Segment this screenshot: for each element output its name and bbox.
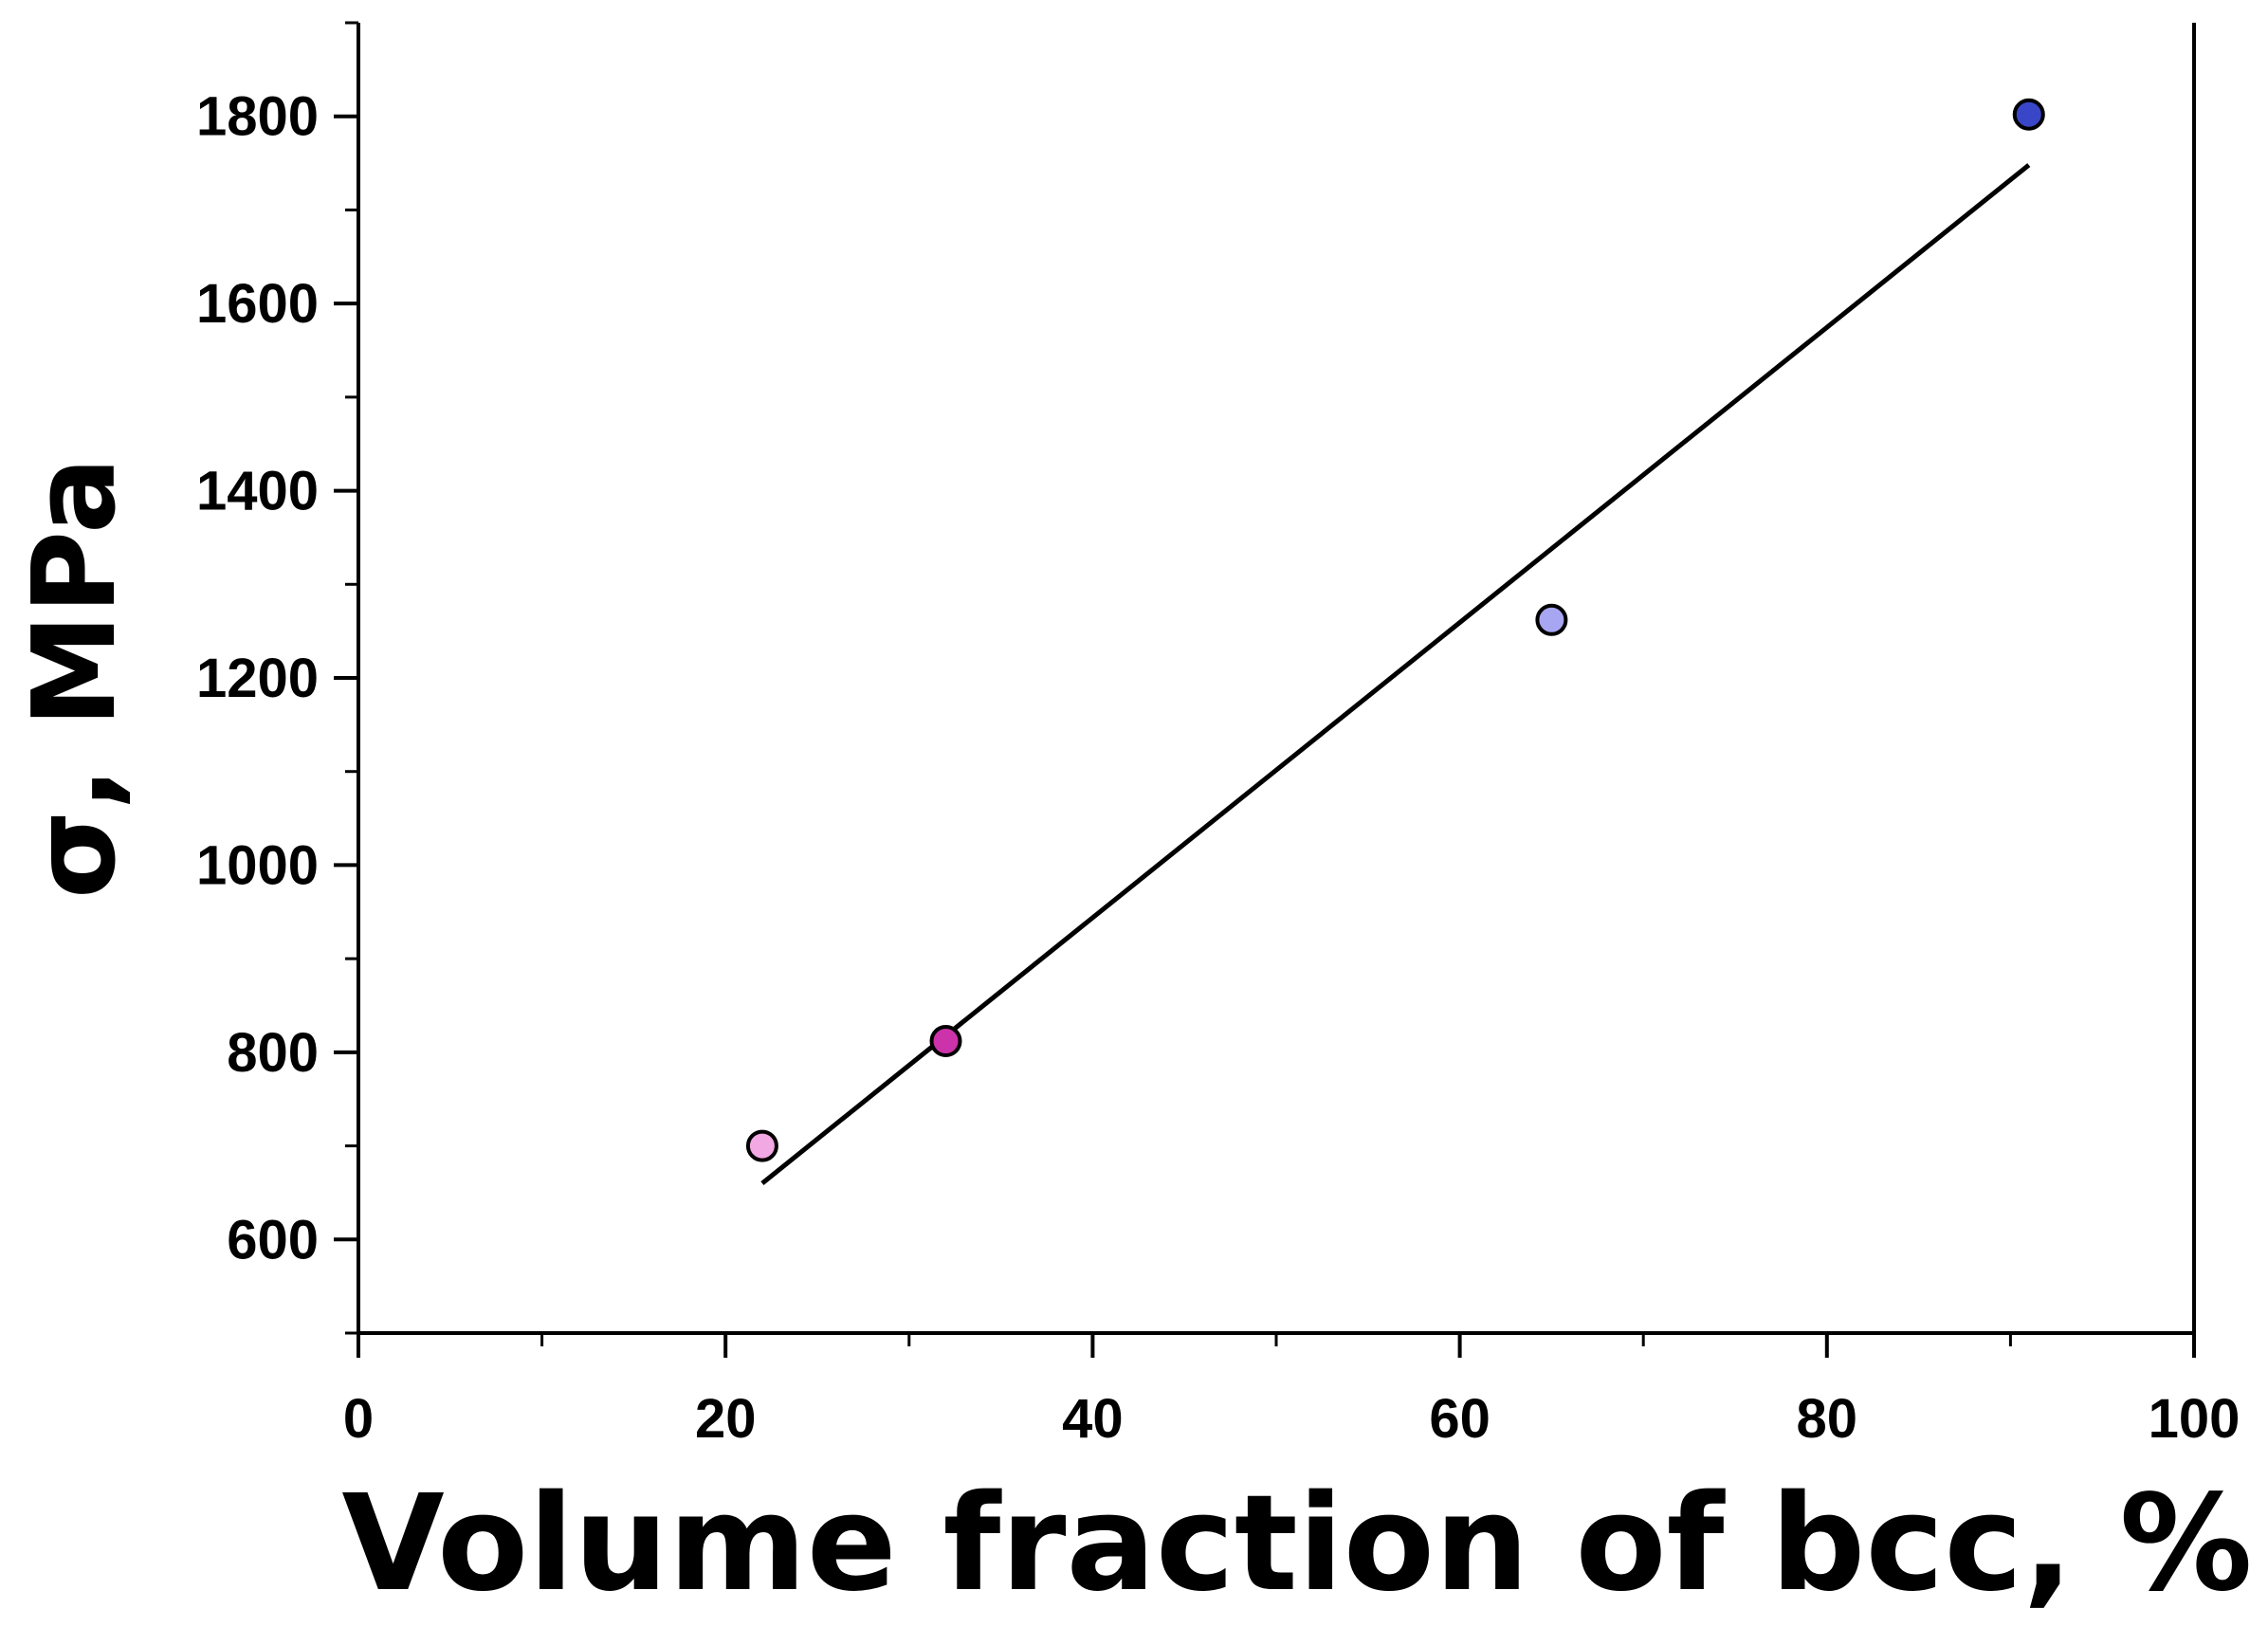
x-axis-label: Volume fraction of bcc, % <box>341 1467 2252 1621</box>
axis-ticks <box>334 21 2196 1358</box>
data-point <box>2012 98 2045 131</box>
y-tick-label: 1400 <box>196 461 319 522</box>
data-point <box>929 1025 962 1058</box>
y-tick-label: 1800 <box>196 86 319 148</box>
y-axis-label: σ, MPa <box>9 457 141 899</box>
x-tick-label: 60 <box>1429 1388 1491 1450</box>
axis-tick-labels: 0 20 40 60 80 100 600 800 1000 1200 1400 1600 1800 <box>196 86 2240 1450</box>
fit-line <box>760 163 2031 1186</box>
y-tick-label: 600 <box>227 1209 319 1271</box>
y-tick-label: 1600 <box>196 273 319 335</box>
x-tick-label: 80 <box>1797 1388 1858 1450</box>
y-tick-label: 1200 <box>196 648 319 709</box>
y-tick-label: 800 <box>227 1022 319 1084</box>
x-tick-label: 0 <box>343 1388 374 1450</box>
x-tick-label: 20 <box>695 1388 757 1450</box>
data-points <box>745 98 2045 1162</box>
x-tick-label: 100 <box>2149 1388 2241 1450</box>
data-point <box>745 1129 778 1162</box>
x-tick-label: 40 <box>1062 1388 1124 1450</box>
fit-line-group <box>760 163 2031 1186</box>
plot-area: 0 20 40 60 80 100 600 800 1000 1200 1400 1600 1800 <box>196 21 2240 1450</box>
data-point <box>1535 603 1568 636</box>
y-tick-label: 1000 <box>196 834 319 896</box>
